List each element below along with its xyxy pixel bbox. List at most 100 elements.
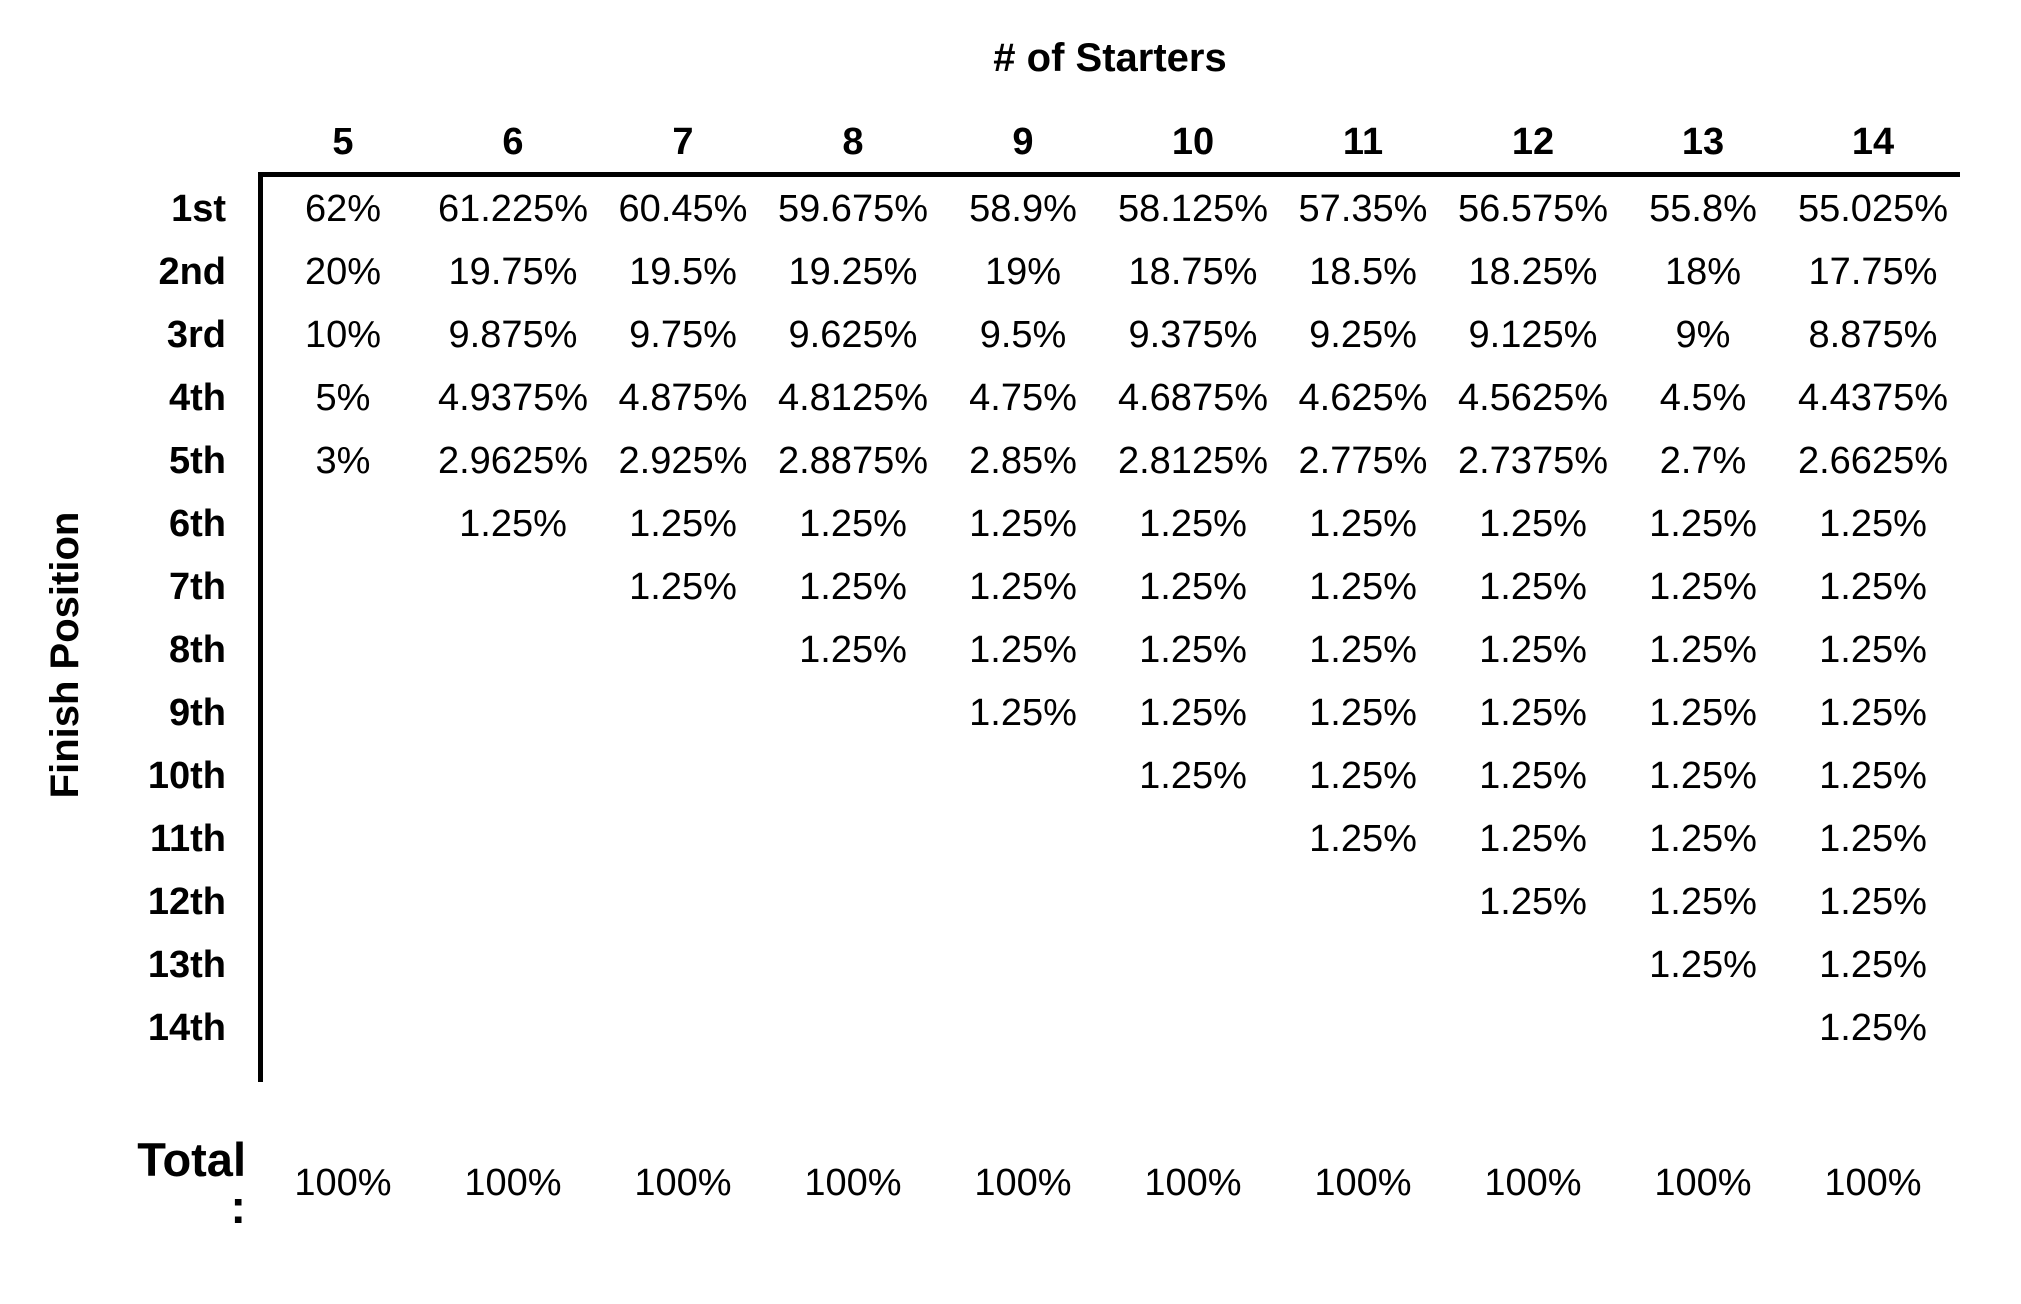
value-cell: 1.25% [1479, 817, 1587, 860]
value-cell: 1.25% [1309, 817, 1417, 860]
value-cell: 61.225% [437, 187, 588, 230]
value-cell: 4.6875% [1117, 376, 1268, 419]
column-header: 10 [1171, 121, 1215, 163]
value-cell: 1.25% [969, 502, 1077, 545]
table-body: 1st 62% 61.225% 60.45% 59.675% 58.9% 58.125% 57… [130, 177, 1958, 1059]
value-cell: 4.5625% [1457, 376, 1608, 419]
row-label: 6th [169, 502, 226, 545]
value-cell: 1.25% [1819, 691, 1927, 734]
total-cell: 100% [634, 1162, 732, 1204]
value-cell: 1.25% [1139, 565, 1247, 608]
value-cell: 2.6625% [1797, 439, 1948, 482]
value-cell: 9% [1675, 313, 1731, 356]
value-cell: 1.25% [1649, 628, 1757, 671]
value-cell: 9.125% [1468, 313, 1598, 356]
total-cell: 100% [294, 1162, 392, 1204]
value-cell: 19.25% [788, 250, 918, 293]
column-header: 5 [332, 121, 354, 163]
total-label: Total : [137, 1133, 246, 1233]
value-cell: 2.8125% [1117, 439, 1268, 482]
value-cell: 1.25% [1479, 628, 1587, 671]
value-cell: 1.25% [1819, 880, 1927, 923]
value-cell: 59.675% [777, 187, 928, 230]
value-cell: 1.25% [1479, 565, 1587, 608]
value-cell: 62% [304, 187, 382, 230]
header-spacer [130, 116, 258, 168]
total-row: Total : 100% 100% 100% 100% 100% 100% 100% 100%… [130, 1136, 1958, 1230]
value-cell: 57.35% [1298, 187, 1428, 230]
total-cell: 100% [1314, 1162, 1412, 1204]
value-cell: 1.25% [969, 565, 1077, 608]
value-cell: 1.25% [1649, 943, 1757, 986]
row-label: 4th [169, 376, 226, 419]
value-cell: 4.875% [618, 376, 748, 419]
value-cell: 1.25% [1139, 628, 1247, 671]
value-cell: 1.25% [1819, 628, 1927, 671]
value-cell: 55.025% [1797, 187, 1948, 230]
row-label: 3rd [166, 313, 226, 356]
value-cell: 1.25% [1479, 502, 1587, 545]
value-cell: 9.75% [629, 313, 737, 356]
column-header: 11 [1342, 121, 1384, 163]
column-header: 6 [502, 121, 524, 163]
value-cell: 1.25% [1479, 754, 1587, 797]
value-cell: 4.5% [1659, 376, 1747, 419]
value-cell: 17.75% [1808, 250, 1938, 293]
value-cell: 1.25% [1649, 817, 1757, 860]
value-cell: 1.25% [1649, 565, 1757, 608]
table-border [258, 172, 1960, 1082]
column-header: 12 [1511, 121, 1555, 163]
value-cell: 1.25% [1649, 691, 1757, 734]
value-cell: 1.25% [1139, 502, 1247, 545]
value-cell: 1.25% [629, 502, 737, 545]
column-header: 14 [1851, 121, 1895, 163]
value-cell: 1.25% [799, 565, 907, 608]
total-cell: 100% [804, 1162, 902, 1204]
value-cell: 1.25% [1479, 880, 1587, 923]
column-header: 9 [1012, 121, 1034, 163]
value-cell: 9.375% [1128, 313, 1258, 356]
value-cell: 19.75% [448, 250, 578, 293]
value-cell: 1.25% [1819, 943, 1927, 986]
value-cell: 1.25% [1139, 754, 1247, 797]
value-cell: 1.25% [1139, 691, 1247, 734]
value-cell: 4.4375% [1797, 376, 1948, 419]
total-cell: 100% [464, 1162, 562, 1204]
value-cell: 4.75% [969, 376, 1077, 419]
total-cell: 100% [1484, 1162, 1582, 1204]
value-cell: 4.625% [1298, 376, 1428, 419]
row-label: 8th [169, 628, 226, 671]
value-cell: 1.25% [1479, 691, 1587, 734]
column-header-row: 5 6 7 8 9 10 11 12 13 14 [130, 116, 1958, 168]
column-header: 7 [672, 121, 694, 163]
value-cell: 1.25% [1309, 502, 1417, 545]
value-cell: 1.25% [1309, 628, 1417, 671]
value-cell: 1.25% [1649, 880, 1757, 923]
value-cell: 58.9% [969, 187, 1077, 230]
total-cell: 100% [1824, 1162, 1922, 1204]
value-cell: 1.25% [1649, 502, 1757, 545]
value-cell: 2.775% [1298, 439, 1428, 482]
value-cell: 2.9625% [437, 439, 588, 482]
value-cell: 1.25% [1819, 565, 1927, 608]
total-cell: 100% [1144, 1162, 1242, 1204]
table-title: # of Starters [993, 36, 1227, 80]
value-cell: 1.25% [1309, 565, 1417, 608]
value-cell: 56.575% [1457, 187, 1608, 230]
row-label: 13th [147, 943, 226, 986]
row-label: 12th [147, 880, 226, 923]
value-cell: 8.875% [1808, 313, 1938, 356]
value-cell: 1.25% [969, 691, 1077, 734]
value-cell: 18% [1664, 250, 1742, 293]
row-label: 2nd [158, 250, 226, 293]
value-cell: 1.25% [629, 565, 737, 608]
total-cell: 100% [974, 1162, 1072, 1204]
value-cell: 4.8125% [777, 376, 928, 419]
value-cell: 58.125% [1117, 187, 1268, 230]
value-cell: 1.25% [1649, 754, 1757, 797]
row-label: 10th [147, 754, 226, 797]
value-cell: 20% [304, 250, 382, 293]
value-cell: 2.8875% [777, 439, 928, 482]
value-cell: 9.5% [979, 313, 1067, 356]
